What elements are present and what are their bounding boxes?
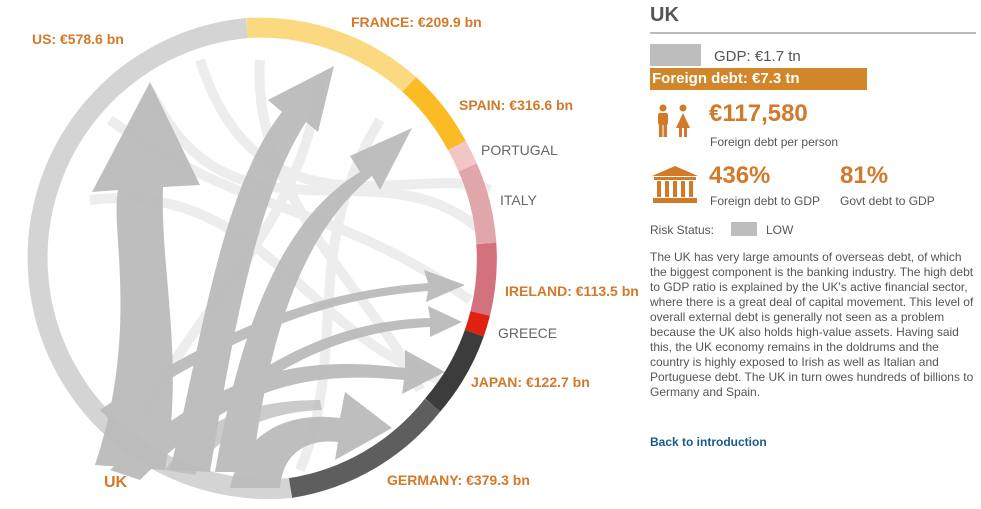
label-germany: GERMANY: €379.3 bn (387, 472, 530, 488)
label-spain: SPAIN: €316.6 bn (459, 97, 573, 113)
debt-flow-diagram: US: €578.6 bn FRANCE: €209.9 bn SPAIN: €… (27, 14, 639, 500)
ring-greece[interactable] (464, 310, 490, 337)
label-greece: GREECE (498, 325, 557, 341)
ring-portugal[interactable] (448, 140, 477, 172)
country-description: The UK has very large amounts of oversea… (650, 250, 974, 399)
risk-status-swatch (731, 222, 757, 236)
flow-arrow-germany[interactable] (230, 392, 392, 488)
ring-ireland[interactable] (470, 242, 497, 316)
risk-status-value: LOW (766, 223, 794, 237)
bank-icon (652, 166, 698, 203)
label-portugal: PORTUGAL (481, 142, 558, 158)
ring-spain[interactable] (402, 77, 466, 151)
label-us: US: €578.6 bn (32, 31, 124, 47)
gdp-value: GDP: €1.7 tn (714, 48, 801, 65)
label-ireland: IRELAND: €113.5 bn (505, 283, 639, 299)
label-france: FRANCE: €209.9 bn (351, 14, 482, 30)
uk-flow-arrows (92, 66, 465, 488)
ring-italy[interactable] (458, 163, 497, 245)
country-info-panel: UK GDP: €1.7 tn Foreign debt: €7.3 tn €1… (650, 0, 976, 509)
label-italy: ITALY (500, 192, 537, 208)
people-icon (658, 104, 690, 137)
title-divider (650, 32, 976, 34)
page-title: UK (650, 4, 679, 26)
label-japan: JAPAN: €122.7 bn (471, 374, 590, 390)
per-person-label: Foreign debt per person (710, 135, 839, 149)
foreign-debt-gdp-label: Foreign debt to GDP (710, 194, 821, 208)
govt-debt-gdp-label: Govt debt to GDP (840, 194, 935, 208)
back-to-introduction-link[interactable]: Back to introduction (650, 435, 767, 449)
govt-debt-gdp-value: 81% (840, 162, 889, 189)
flow-arrow-misc (165, 400, 322, 475)
flow-arrow-france[interactable] (170, 66, 334, 472)
label-uk: UK (104, 474, 128, 491)
foreign-debt-bar: Foreign debt: €7.3 tn (650, 68, 867, 90)
ring-germany[interactable] (288, 398, 441, 498)
foreign-debt-gdp-value: 436% (709, 162, 771, 189)
gdp-swatch (650, 44, 701, 66)
flow-arrow-us[interactable] (92, 82, 200, 470)
ring-japan[interactable] (424, 329, 484, 412)
flow-arrow-ireland[interactable] (100, 270, 465, 418)
flow-arrow-japan[interactable] (110, 350, 445, 480)
ring-france[interactable] (246, 17, 416, 93)
flow-arrow-italy[interactable] (180, 306, 462, 438)
risk-status-label: Risk Status: (650, 223, 715, 237)
per-person-value: €117,580 (709, 100, 808, 127)
